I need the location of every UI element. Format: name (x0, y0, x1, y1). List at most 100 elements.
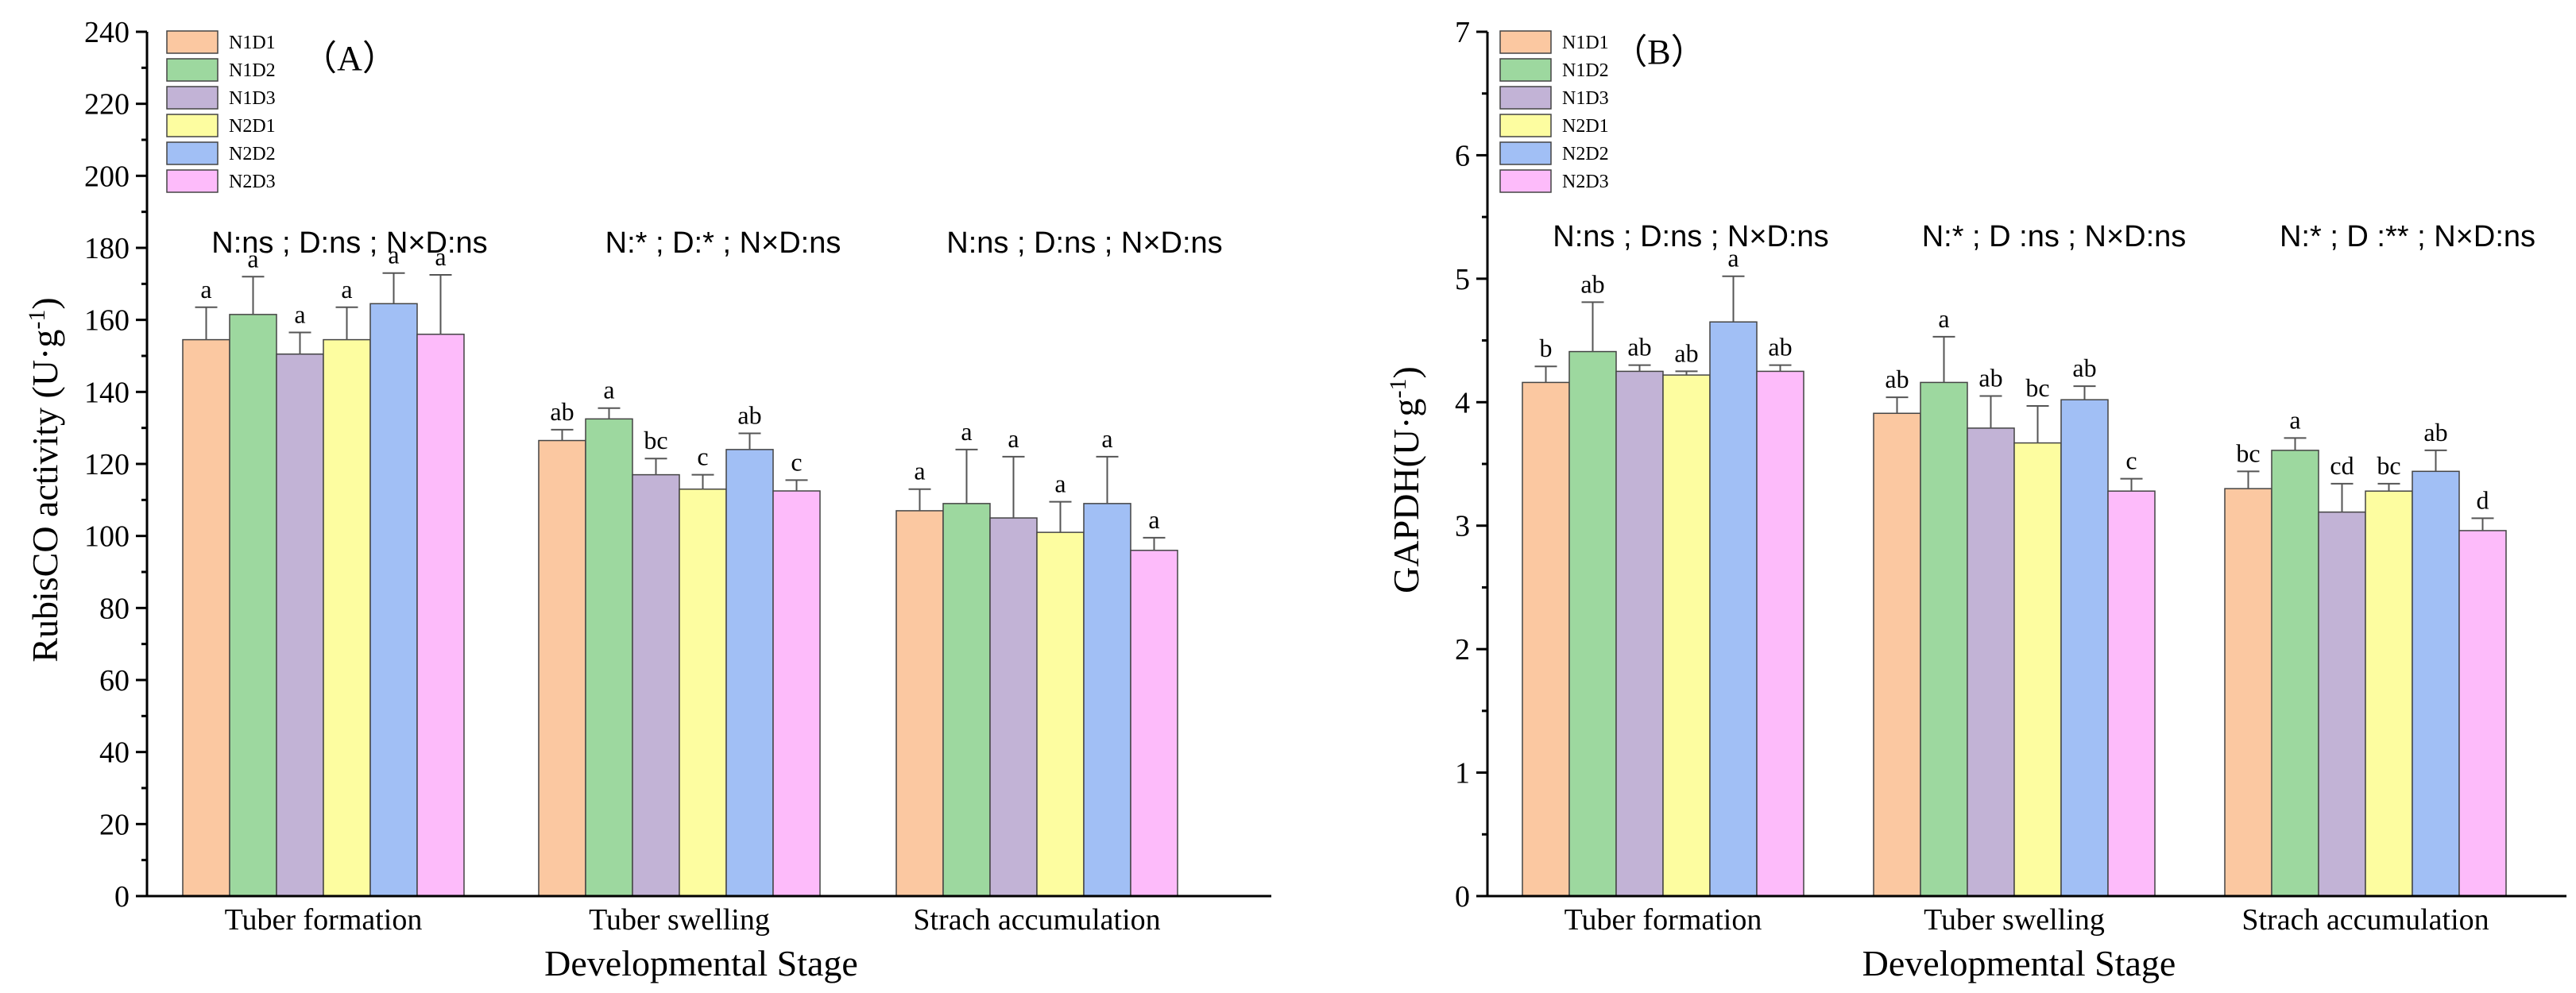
panel-label: （B） (1612, 33, 1705, 71)
y-axis-title-superscript: -1 (24, 310, 50, 330)
bar-n2d2 (2412, 470, 2460, 897)
y-tick-label: 20 (99, 808, 130, 841)
legend-label: N2D3 (229, 172, 276, 192)
significance-letter: a (247, 244, 258, 272)
bar-n2d2 (725, 449, 774, 897)
significance-letter: bc (2236, 439, 2260, 467)
significance-letter: bc (644, 426, 667, 454)
significance-letter: bc (2377, 451, 2400, 480)
bar-n1d1 (2224, 488, 2272, 897)
y-tick-label: 4 (1455, 386, 1470, 419)
bar-n2d2 (1709, 321, 1758, 897)
bar-n2d1 (1662, 374, 1711, 897)
y-tick-label: 2 (1455, 633, 1470, 667)
x-category-label: Tuber swelling (589, 903, 770, 937)
y-axis-title-main: RubisCO activity (U·g (25, 330, 65, 663)
bar-n2d1 (2013, 442, 2062, 897)
y-tick-label: 3 (1455, 510, 1470, 543)
significance-letter: a (435, 242, 446, 271)
y-tick-label: 0 (114, 880, 130, 914)
x-axis-title: Developmental Stage (1862, 943, 2176, 983)
x-category-label: Tuber formation (1565, 903, 1762, 937)
anova-significance-text: N:* ; D :** ; N×D:ns (2280, 220, 2535, 253)
y-tick-label: 220 (84, 88, 130, 122)
legend-swatch-n2d3 (166, 169, 219, 193)
y-tick-label: 180 (84, 232, 130, 265)
x-axis-title: Developmental Stage (544, 943, 858, 983)
significance-letter: ab (737, 400, 761, 429)
significance-letter: a (1727, 244, 1739, 272)
significance-letter: ab (550, 397, 574, 426)
significance-letter: a (200, 275, 211, 303)
significance-letter: cd (2330, 451, 2354, 480)
bar-n1d2 (1920, 381, 1968, 897)
significance-letter: a (603, 376, 614, 404)
significance-letter: a (961, 417, 972, 446)
bar-n2d3 (1130, 550, 1178, 897)
legend-label: N2D1 (1562, 116, 1609, 137)
significance-letter: a (341, 275, 352, 303)
bar-n1d3 (632, 473, 680, 897)
legend-label: N2D1 (229, 116, 276, 137)
significance-letter: ab (1580, 269, 1604, 298)
bar-n1d2 (2271, 450, 2319, 897)
significance-letter: ab (1627, 333, 1651, 361)
legend-label: N1D1 (229, 33, 276, 53)
y-tick-label: 120 (84, 448, 130, 481)
bar-n1d1 (538, 439, 586, 897)
legend-swatch-n1d3 (166, 86, 219, 110)
significance-letter: ab (2423, 418, 2447, 446)
significance-letter: a (1101, 424, 1112, 453)
x-category-label: Strach accumulation (2241, 903, 2489, 937)
anova-significance-text: N:* ; D:* ; N×D:ns (605, 226, 841, 260)
bar-n1d1 (895, 510, 944, 897)
bar-n2d2 (2060, 399, 2109, 897)
significance-letter: bc (2025, 373, 2049, 402)
bar-n1d3 (1615, 370, 1664, 897)
legend-swatch-n1d1 (166, 30, 219, 54)
legend-label: N1D3 (229, 88, 276, 109)
bar-n1d3 (1967, 427, 2015, 897)
legend-swatch-n1d3 (1499, 86, 1552, 110)
x-category-label: Strach accumulation (913, 903, 1160, 937)
bar-n1d2 (229, 314, 277, 897)
significance-letter: ab (1768, 333, 1792, 361)
y-tick-label: 6 (1455, 139, 1470, 172)
anova-significance-text: N:ns ; D:ns ; N×D:ns (946, 226, 1222, 260)
y-axis-title-main: GAPDH(U·g (1386, 399, 1426, 593)
bar-n2d3 (772, 490, 821, 897)
bar-n1d3 (2318, 511, 2366, 897)
legend-swatch-n2d3 (1499, 169, 1552, 193)
y-tick-label: 140 (84, 376, 130, 409)
anova-significance-text: N:ns ; D:ns ; N×D:ns (1553, 220, 1828, 253)
bar-n2d3 (2107, 490, 2156, 897)
bar-n1d3 (989, 517, 1038, 897)
significance-letter: ab (2072, 354, 2096, 382)
legend-label: N1D1 (1562, 33, 1609, 53)
significance-letter: a (2289, 405, 2300, 434)
y-axis-title: GAPDH(U·g-1) (1385, 366, 1427, 593)
y-tick-label: 200 (84, 160, 130, 193)
significance-letter: a (1938, 304, 1949, 333)
y-tick-label: 80 (99, 592, 130, 625)
anova-significance-text: N:ns ; D:ns ; N×D:ns (211, 226, 487, 260)
significance-letter: a (1054, 469, 1066, 498)
anova-significance-text: N:* ; D :ns ; N×D:ns (1922, 220, 2187, 253)
significance-letter: a (1008, 424, 1019, 453)
panel-label: （A） (302, 39, 397, 78)
y-tick-label: 160 (84, 304, 130, 338)
y-tick-label: 60 (99, 664, 130, 697)
significance-letter: c (2125, 446, 2137, 475)
significance-letter: c (791, 447, 802, 476)
legend-label: N1D3 (1562, 88, 1609, 109)
y-tick-label: 7 (1455, 16, 1470, 49)
legend-swatch-n1d2 (1499, 58, 1552, 82)
significance-letter: a (1148, 505, 1159, 534)
legend-label: N1D2 (229, 60, 276, 81)
y-axis-title-close: ) (1386, 366, 1426, 378)
bar-n1d1 (1873, 412, 1921, 897)
bar-n2d1 (1036, 531, 1085, 897)
significance-letter: a (914, 457, 925, 485)
bar-n2d2 (369, 303, 418, 897)
